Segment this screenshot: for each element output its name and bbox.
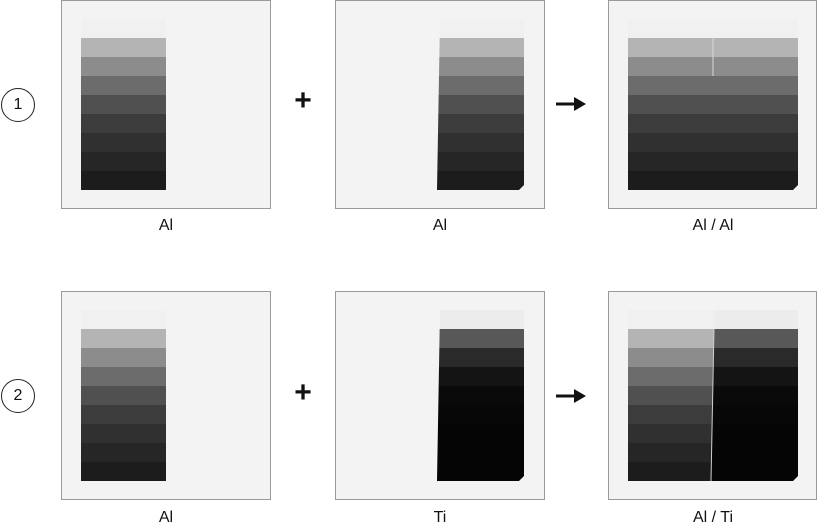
row1-left-block-band-7	[81, 152, 166, 171]
row2-middle-block-band-7	[437, 443, 524, 462]
row2-result-right-block-band-8	[711, 462, 798, 481]
row2-left-block-band-0	[81, 310, 166, 329]
row1-left-block-band-8	[81, 171, 166, 190]
row1-left-block-band-3	[81, 76, 166, 95]
row1-result-left-block-band-5	[628, 114, 714, 133]
row1-result-right-block-band-6	[711, 133, 798, 152]
row2-middle-block-band-2	[439, 348, 524, 367]
step-1-circle: 1	[1, 88, 35, 122]
row1-result-left-block-band-1	[628, 38, 714, 57]
step-2-circle: 2	[1, 379, 35, 413]
row1-result-left-block-band-7	[628, 152, 714, 171]
row2-result-right-block-band-4	[712, 386, 798, 405]
row2-middle-block-band-1	[439, 329, 524, 348]
row2-middle-block-band-5	[438, 405, 524, 424]
row2-result-right-block-band-0	[713, 310, 798, 329]
row2-middle-block-band-4	[438, 386, 524, 405]
row1-middle-block-band-6	[437, 133, 524, 152]
row1-left-block-band-2	[81, 57, 166, 76]
row2-left-caption: Al	[158, 509, 174, 526]
row2-left-block-band-3	[81, 367, 166, 386]
row1-result-left-block-band-4	[628, 95, 714, 114]
row1-left-block-band-6	[81, 133, 166, 152]
row1-result-left-block-band-3	[628, 76, 714, 95]
row2-result-right-block-band-6	[711, 424, 798, 443]
row1-left-block-band-4	[81, 95, 166, 114]
row1-left-caption: Al	[158, 217, 174, 234]
row2-result-right-block-band-7	[711, 443, 798, 462]
row1-result-right-block-band-5	[712, 114, 798, 133]
row2-result-caption: Al / Ti	[692, 509, 733, 526]
row2-result-left-block-band-7	[628, 443, 714, 462]
row2-result-left-block-band-3	[628, 367, 714, 386]
row1-result-right-block-band-1	[713, 38, 798, 57]
row2-result-right-block-band-5	[712, 405, 798, 424]
row2-middle-caption: Ti	[433, 509, 447, 526]
row2-result-right-block-band-3	[712, 367, 798, 386]
row2-result-left-block-band-2	[628, 348, 714, 367]
row2-result-seam	[710, 328, 715, 482]
row1-arrow-icon	[556, 97, 586, 111]
row2-left-block-band-7	[81, 443, 166, 462]
row2-result-left-block-band-5	[628, 405, 714, 424]
row1-result-right-block-band-8	[711, 171, 798, 190]
row1-result-left-block-band-6	[628, 133, 714, 152]
row2-result-right-block-band-1	[713, 329, 798, 348]
row1-middle-block-band-3	[438, 76, 524, 95]
row2-middle-block-band-0	[439, 310, 524, 329]
row1-left-block-band-0	[81, 19, 166, 38]
row2-result-left-block-band-6	[628, 424, 714, 443]
row2-arrow-icon	[556, 389, 586, 403]
row2-result-left-block-band-8	[628, 462, 714, 481]
row1-result-caption: Al / Al	[692, 217, 734, 234]
row2-result-left-block-band-0	[628, 310, 714, 329]
row2-left-block-band-4	[81, 386, 166, 405]
row2-result-left-block-band-4	[628, 386, 714, 405]
row1-result-left-block-band-0	[628, 19, 714, 38]
row2-middle-block-band-3	[438, 367, 524, 386]
row1-result-right-block-band-3	[712, 76, 798, 95]
row1-middle-caption: Al	[432, 217, 448, 234]
row2-middle-block-band-6	[437, 424, 524, 443]
row2-result-left-block-band-1	[628, 329, 714, 348]
row1-result-left-block-band-8	[628, 171, 714, 190]
row1-middle-block-band-1	[439, 38, 524, 57]
row1-middle-block-band-4	[438, 95, 524, 114]
row2-result-right-block-band-2	[713, 348, 798, 367]
row2-left-block-band-2	[81, 348, 166, 367]
row1-result-left-block-band-2	[628, 57, 714, 76]
row2-middle-block-band-8	[437, 462, 524, 481]
row1-left-block-band-1	[81, 38, 166, 57]
row2-left-block-band-8	[81, 462, 166, 481]
row1-plus-sign: +	[294, 84, 312, 117]
row1-middle-block-band-7	[437, 152, 524, 171]
row1-result-right-block-band-4	[712, 95, 798, 114]
row2-left-block-band-5	[81, 405, 166, 424]
row1-result-right-block-band-7	[711, 152, 798, 171]
row1-left-block-band-5	[81, 114, 166, 133]
row1-result-right-block-band-0	[713, 19, 798, 38]
row2-left-block-band-1	[81, 329, 166, 348]
row1-result-right-block-band-2	[713, 57, 798, 76]
row1-middle-block-band-0	[439, 19, 524, 38]
row1-middle-block-band-8	[437, 171, 524, 190]
row2-left-block-band-6	[81, 424, 166, 443]
row1-middle-block-band-2	[439, 57, 524, 76]
row1-middle-block-band-5	[438, 114, 524, 133]
row2-plus-sign: +	[294, 376, 312, 409]
